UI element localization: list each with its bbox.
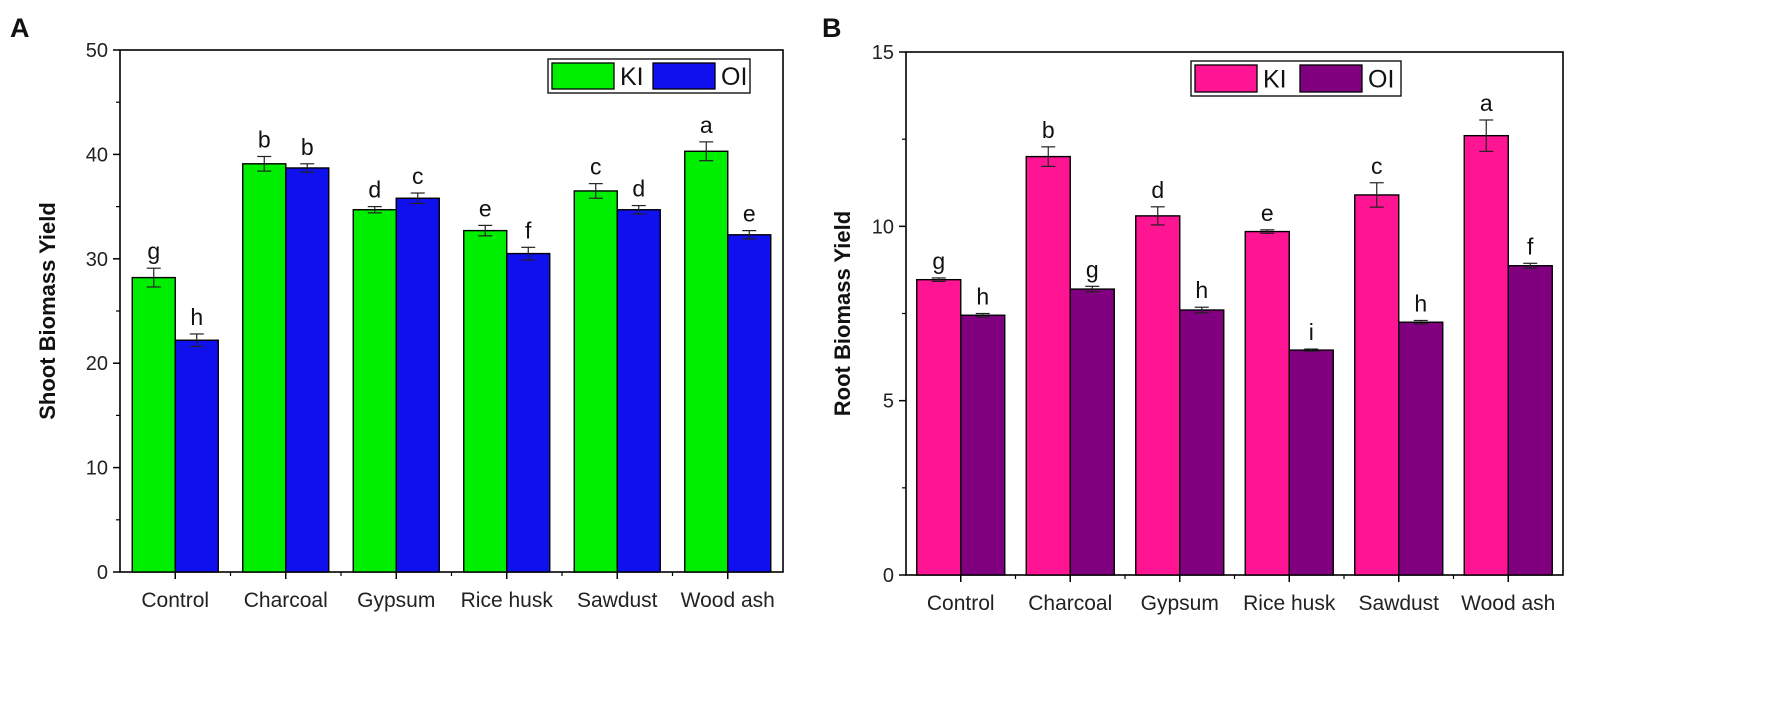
bar-ki (1463, 134, 1509, 576)
y-axis-title: Root Biomass Yield (830, 211, 855, 416)
legend-swatch-oi (652, 62, 716, 90)
bar-ki (242, 163, 287, 573)
chart-panel-a: A 0 10 20 30 40 50 Shoot Biomass Yield Control g h… (10, 13, 784, 612)
legend: KI OI (1190, 60, 1402, 97)
y-tick-label: 10 (872, 216, 894, 238)
significance-letter: a (700, 112, 713, 138)
bar-ki (1135, 215, 1181, 576)
x-tick-label: Rice husk (461, 589, 554, 612)
significance-letter: d (368, 177, 381, 203)
significance-letter: h (1414, 290, 1427, 316)
x-tick-label: Rice husk (1243, 592, 1336, 615)
bar-ki (352, 209, 397, 573)
x-tick-label: Charcoal (1028, 592, 1112, 615)
bar-oi (1398, 321, 1444, 576)
significance-letter: d (632, 176, 645, 202)
bar-oi (285, 167, 330, 573)
significance-letter: e (479, 195, 492, 221)
bar-oi (395, 197, 440, 573)
bar-ki (684, 150, 729, 573)
bar-ki (1025, 155, 1071, 576)
bar-ki (463, 229, 508, 573)
bar-oi (1288, 349, 1334, 576)
significance-letter: d (1151, 177, 1164, 203)
bar-oi (1179, 309, 1225, 576)
plot-frame (119, 49, 784, 573)
panel-label: B (822, 13, 842, 43)
chart-panel-b: B 0 5 10 15 Root Biomass Yield Control g h Charco… (822, 13, 1564, 615)
significance-letter: b (258, 126, 271, 152)
significance-letter: e (743, 201, 756, 227)
y-tick-label: 20 (86, 353, 108, 375)
bar-ki (1354, 194, 1400, 576)
legend-swatch-oi (1299, 64, 1363, 93)
legend-label-oi: OI (721, 63, 747, 91)
bar-oi (506, 252, 551, 573)
y-tick-label: 50 (86, 40, 108, 62)
bar-oi (960, 314, 1006, 576)
significance-letter: c (412, 163, 424, 189)
legend: KI OI (547, 58, 751, 94)
significance-letter: i (1309, 319, 1314, 345)
y-tick-label: 0 (883, 565, 894, 587)
x-tick-label: Control (927, 592, 995, 615)
y-tick-label: 10 (86, 458, 108, 480)
significance-letter: c (590, 154, 602, 180)
significance-letter: g (147, 238, 160, 264)
significance-letter: h (190, 304, 203, 330)
y-tick-label: 0 (97, 562, 108, 584)
significance-letter: f (1527, 233, 1534, 259)
x-tick-label: Charcoal (244, 589, 328, 612)
x-tick-label: Wood ash (1461, 592, 1555, 615)
bar-ki (573, 190, 618, 573)
y-tick-label: 30 (86, 249, 108, 271)
bar-ki (1244, 230, 1290, 576)
panel-label: A (10, 13, 30, 43)
significance-letter: e (1261, 200, 1274, 226)
significance-letter: b (1042, 117, 1055, 143)
bar-oi (727, 234, 772, 573)
legend-label-oi: OI (1368, 66, 1394, 94)
legend-label-ki: KI (1263, 66, 1287, 94)
x-tick-label: Gypsum (1141, 592, 1219, 615)
y-tick-label: 15 (872, 42, 894, 64)
y-tick-label: 40 (86, 144, 108, 166)
bar-oi (1507, 265, 1553, 576)
significance-letter: b (301, 134, 314, 160)
bar-oi (616, 209, 661, 573)
significance-letter: g (1086, 256, 1099, 282)
legend-swatch-ki (551, 62, 615, 90)
x-tick-label: Wood ash (681, 589, 775, 612)
x-tick-label: Sawdust (1358, 592, 1439, 615)
x-tick-label: Gypsum (357, 589, 435, 612)
bar-ki (916, 278, 962, 576)
x-tick-label: Sawdust (577, 589, 658, 612)
significance-letter: c (1371, 153, 1383, 179)
legend-label-ki: KI (620, 63, 644, 91)
bar-oi (174, 339, 219, 573)
x-tick-label: Control (141, 589, 209, 612)
y-tick-label: 5 (883, 391, 894, 413)
significance-letter: h (1195, 277, 1208, 303)
y-axis-title: Shoot Biomass Yield (35, 202, 60, 420)
bar-ki (131, 276, 176, 573)
significance-letter: f (525, 217, 532, 243)
significance-letter: g (932, 248, 945, 274)
legend-swatch-ki (1194, 64, 1258, 93)
bar-oi (1069, 288, 1115, 576)
significance-letter: h (976, 284, 989, 310)
significance-letter: a (1480, 90, 1493, 116)
